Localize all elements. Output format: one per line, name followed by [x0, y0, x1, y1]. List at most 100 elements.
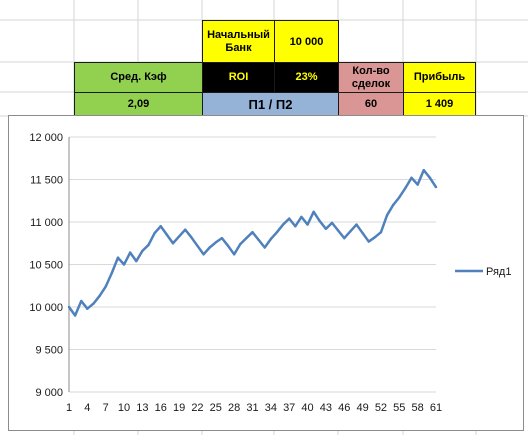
x-tick-label: 40 — [301, 402, 313, 414]
y-tick-label: 10 500 — [29, 260, 63, 272]
x-tick-label: 13 — [136, 402, 148, 414]
data-point — [379, 231, 383, 234]
start-bank-label-cell[interactable]: Начальный Банк — [202, 20, 275, 63]
data-point — [153, 231, 156, 235]
data-point — [245, 236, 248, 240]
data-point — [110, 271, 114, 275]
x-tick-label: 37 — [283, 402, 295, 414]
data-point — [373, 236, 377, 239]
data-point — [177, 235, 181, 238]
data-point — [184, 228, 187, 231]
data-point — [312, 210, 315, 213]
x-tick-label: 4 — [84, 402, 90, 414]
data-point — [398, 196, 401, 199]
data-point — [306, 223, 309, 226]
data-point — [208, 246, 211, 249]
x-tick-label: 58 — [412, 402, 424, 414]
data-point — [80, 299, 83, 303]
data-point — [92, 302, 95, 305]
x-tick-label: 55 — [393, 402, 405, 414]
x-tick-label: 10 — [118, 402, 130, 414]
data-point — [196, 244, 199, 247]
x-tick-label: 25 — [210, 402, 222, 414]
x-tick-label: 7 — [103, 402, 109, 414]
series-line — [67, 168, 438, 317]
data-point — [104, 285, 107, 288]
data-point — [281, 223, 285, 226]
data-point — [141, 249, 144, 253]
data-point — [324, 227, 328, 230]
data-point — [361, 231, 364, 235]
chart-panel[interactable]: 9 000 9 500 10 000 10 500 11 000 11 500 12 000… — [8, 115, 524, 431]
data-point — [275, 231, 279, 234]
deals-label-cell[interactable]: Кол-во сделок — [338, 62, 404, 93]
deals-value-cell[interactable]: 60 — [338, 92, 404, 116]
data-point — [171, 242, 175, 245]
data-point — [367, 240, 370, 243]
data-point — [416, 183, 419, 186]
data-point — [343, 236, 346, 240]
profit-label-cell[interactable]: Прибыль — [403, 62, 476, 93]
data-point — [67, 305, 71, 309]
y-tick-label: 9 500 — [35, 345, 63, 357]
x-tick-label: 46 — [338, 402, 350, 414]
ratio-cell[interactable]: П1 / П2 — [202, 92, 339, 116]
data-point — [220, 236, 224, 240]
x-tick-label: 28 — [228, 402, 240, 414]
x-tick-label: 34 — [265, 402, 277, 414]
data-point — [190, 236, 193, 239]
data-point — [165, 233, 169, 236]
x-tick-label: 1 — [66, 402, 72, 414]
data-point — [73, 314, 77, 317]
data-point — [300, 215, 303, 219]
data-point — [355, 223, 358, 226]
data-point — [428, 176, 432, 179]
data-point — [404, 186, 407, 190]
data-point — [116, 256, 120, 259]
x-tick-label: 22 — [191, 402, 203, 414]
data-point — [330, 221, 334, 225]
data-point — [288, 217, 291, 220]
y-tick-label: 10 000 — [29, 302, 63, 314]
data-point — [98, 294, 101, 298]
data-point — [214, 241, 217, 244]
x-tick-label: 19 — [173, 402, 185, 414]
data-point — [257, 238, 260, 242]
data-point — [434, 185, 438, 189]
legend-label: Ряд1 — [486, 266, 511, 278]
data-point — [135, 259, 138, 263]
data-point — [128, 251, 132, 254]
data-point — [147, 243, 150, 247]
roi-label-cell[interactable]: ROI — [202, 62, 275, 93]
data-point — [226, 244, 230, 247]
x-tick-label: 49 — [356, 402, 368, 414]
profit-value-cell[interactable]: 1 409 — [403, 92, 476, 116]
y-tick-label: 9 000 — [35, 387, 63, 399]
x-tick-label: 31 — [246, 402, 258, 414]
data-point — [251, 231, 254, 234]
data-point — [269, 237, 273, 241]
data-point — [385, 214, 389, 217]
x-tick-label: 61 — [430, 402, 442, 414]
data-point — [159, 225, 162, 228]
data-point — [349, 230, 352, 233]
x-tick-label: 52 — [375, 402, 387, 414]
data-point — [391, 203, 395, 207]
y-tick-label: 11 000 — [30, 217, 63, 229]
roi-value-cell[interactable]: 23% — [274, 62, 339, 93]
data-point — [239, 242, 242, 246]
avg-coef-label-cell[interactable]: Сред. Кэф — [74, 62, 203, 93]
avg-coef-value-cell[interactable]: 2,09 — [74, 92, 203, 116]
data-point — [336, 229, 340, 232]
data-point — [422, 168, 425, 172]
data-point — [263, 246, 266, 249]
data-point — [86, 307, 89, 310]
y-tick-label: 11 500 — [30, 175, 63, 187]
x-tick-label: 16 — [155, 402, 167, 414]
data-point — [232, 253, 236, 256]
data-point — [122, 263, 126, 266]
data-point — [202, 253, 205, 256]
start-bank-value-cell[interactable]: 10 000 — [274, 20, 339, 63]
x-tick-label: 43 — [320, 402, 332, 414]
y-tick-label: 12 000 — [29, 132, 63, 144]
